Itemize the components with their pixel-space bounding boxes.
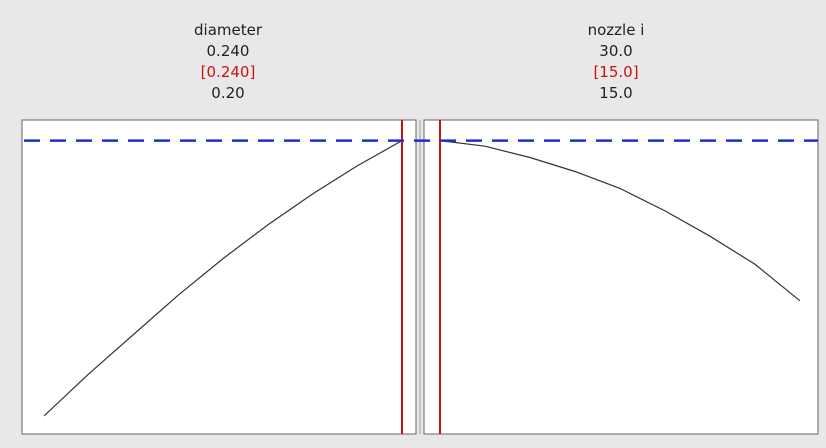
factor-name: diameter [194, 21, 262, 39]
panel-diameter [21, 119, 417, 435]
panel-nozzle [423, 119, 819, 435]
high-setting: 30.0 [599, 42, 633, 60]
current-setting[interactable]: [0.240] [200, 63, 256, 81]
current-setting[interactable]: [15.0] [593, 63, 639, 81]
low-setting: 15.0 [599, 84, 633, 102]
response-curve-0 [43, 140, 403, 417]
diameter-header: diameter 0.240 [0.240] 0.20 [48, 20, 408, 104]
high-setting: 0.240 [206, 42, 250, 60]
nozzle-header: nozzle i 30.0 [15.0] 15.0 [436, 20, 796, 104]
low-setting: 0.20 [211, 84, 245, 102]
response-curve-1 [439, 140, 801, 302]
factor-name: nozzle i [587, 21, 645, 39]
